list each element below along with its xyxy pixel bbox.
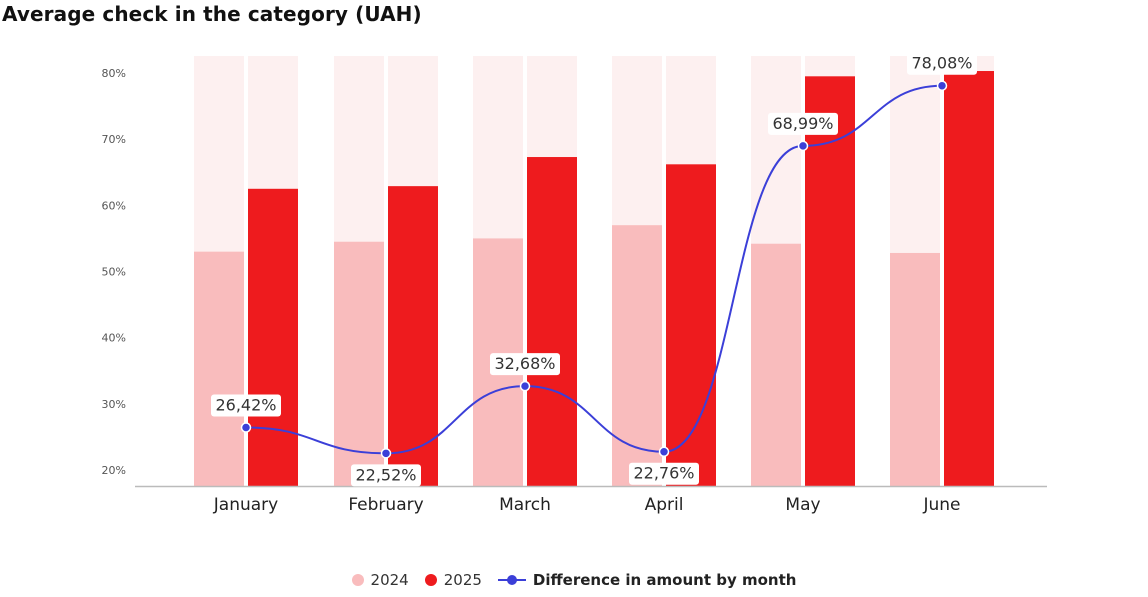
data-label: 22,76% <box>633 464 694 483</box>
y-tick-label: 20% <box>102 464 126 477</box>
data-label-box <box>629 462 699 485</box>
bar-2025 <box>944 71 994 486</box>
y-tick-label: 40% <box>102 332 126 345</box>
y-tick-label: 50% <box>102 266 126 279</box>
legend-swatch-2024 <box>351 574 364 586</box>
bar-2024 <box>612 225 662 486</box>
x-tick-label: March <box>499 495 551 515</box>
legend-item-difference[interactable]: Difference in amount by month <box>497 571 797 589</box>
data-label-box <box>351 464 421 487</box>
difference-point <box>936 80 948 91</box>
chart-legend: 2024 2025 Difference in amount by month <box>0 571 1148 589</box>
x-tick-label: February <box>348 495 423 515</box>
x-tick-label: June <box>922 495 960 515</box>
bar-2024 <box>194 251 244 486</box>
bar-2025 <box>388 186 438 486</box>
data-label-box <box>768 112 838 135</box>
difference-point <box>240 422 252 433</box>
data-label: 68,99% <box>772 114 833 133</box>
bar-2024 <box>334 241 384 486</box>
data-label: 32,68% <box>494 354 555 373</box>
x-tick-label: April <box>645 495 684 515</box>
difference-point <box>380 448 392 459</box>
legend-item-2024[interactable]: 2024 <box>351 571 409 589</box>
difference-point <box>797 140 809 152</box>
y-tick-label: 80% <box>102 67 126 80</box>
x-tick-label: May <box>785 495 820 515</box>
y-tick-label: 60% <box>102 199 126 212</box>
bar-2024 <box>890 252 940 486</box>
bar-2025 <box>248 188 298 486</box>
bar-2025 <box>527 157 577 486</box>
x-tick-label: January <box>213 495 278 515</box>
bar-2024 <box>751 243 801 486</box>
bar-2025 <box>666 164 716 486</box>
y-tick-label: 70% <box>102 133 126 146</box>
legend-swatch-difference <box>497 574 526 586</box>
data-label: 26,42% <box>215 396 276 415</box>
chart-title: Average check in the category (UAH) <box>2 2 422 26</box>
y-tick-label: 30% <box>102 398 126 411</box>
difference-point <box>658 446 670 457</box>
data-label-box <box>907 52 977 75</box>
legend-item-2025[interactable]: 2025 <box>424 571 482 589</box>
legend-label-2025: 2025 <box>443 571 482 589</box>
data-label: 22,52% <box>355 465 416 484</box>
data-label-box <box>490 353 560 376</box>
data-label: 78,08% <box>911 54 972 73</box>
legend-label-difference: Difference in amount by month <box>532 571 797 589</box>
bar-2025 <box>805 76 855 486</box>
legend-label-2024: 2024 <box>370 571 409 589</box>
chart-canvas: 20% 30% 40% 50% 60% 70% 80% January February Marc… <box>102 52 1047 515</box>
data-label-box <box>211 394 281 417</box>
legend-swatch-2025 <box>424 574 437 586</box>
difference-point <box>519 380 531 392</box>
